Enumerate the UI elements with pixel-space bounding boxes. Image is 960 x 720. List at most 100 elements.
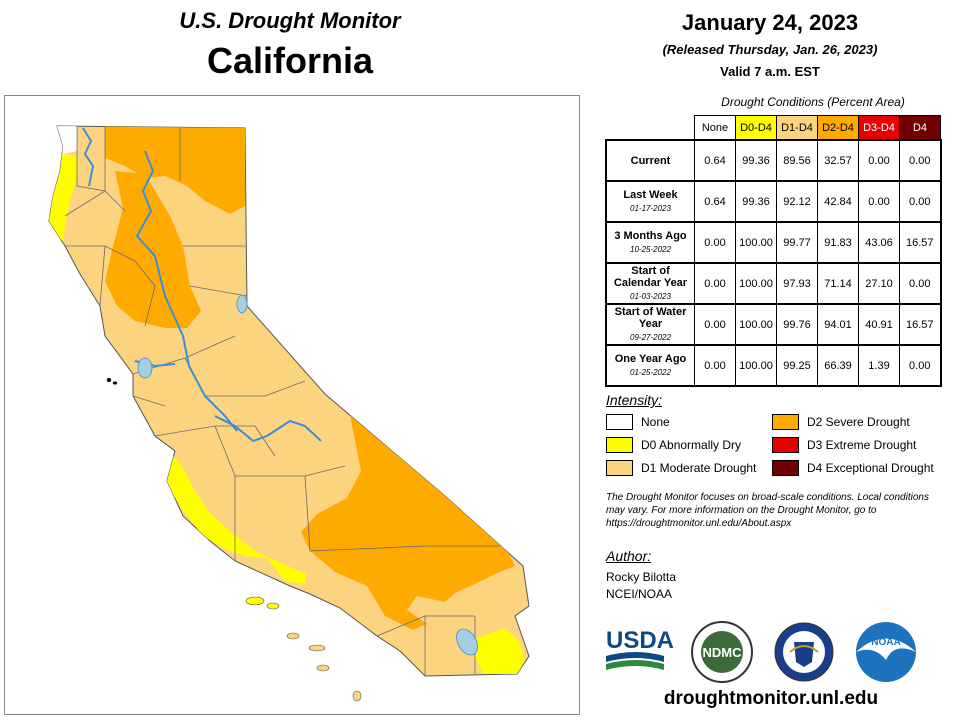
table-cell: 0.00 bbox=[694, 344, 736, 387]
drought-map bbox=[4, 95, 580, 715]
row-label: Current bbox=[630, 154, 671, 167]
table-cell: 100.00 bbox=[735, 221, 777, 264]
state-outline bbox=[48, 125, 530, 677]
row-label-cell: One Year Ago 01-25-2022 bbox=[605, 344, 695, 387]
table-cell: 0.64 bbox=[694, 139, 736, 182]
legend-label: None bbox=[641, 415, 670, 429]
commerce-seal bbox=[774, 622, 834, 682]
author-org: NCEI/NOAA bbox=[606, 587, 673, 601]
website-url[interactable]: droughtmonitor.unl.edu bbox=[663, 688, 879, 709]
table-caption: Drought Conditions (Percent Area) bbox=[721, 95, 905, 109]
d0-area-south-coast bbox=[161, 448, 307, 584]
legend-item-d3: D3 Extreme Drought bbox=[772, 437, 916, 453]
row-label: Start of Calendar Year bbox=[613, 264, 688, 289]
legend-item-none: None bbox=[606, 414, 670, 430]
row-label-cell: Start of Calendar Year 01-03-2023 bbox=[605, 262, 695, 305]
d0-area-imperial bbox=[475, 628, 525, 674]
row-label: Start of Water Year bbox=[614, 305, 687, 330]
table-cell: 43.06 bbox=[858, 221, 900, 264]
table-cell: 99.76 bbox=[776, 303, 818, 346]
table-cell: 16.57 bbox=[899, 221, 941, 264]
table-cell: 0.00 bbox=[694, 262, 736, 305]
table-cell: 0.00 bbox=[694, 221, 736, 264]
partner-logos-svg: USDA NDMC NOAA bbox=[606, 621, 916, 683]
table-cell: 99.77 bbox=[776, 221, 818, 264]
legend-label: D1 Moderate Drought bbox=[641, 461, 757, 475]
rivers bbox=[82, 127, 322, 443]
col-header-d0-d4: D0-D4 bbox=[735, 115, 777, 141]
legend-item-d4: D4 Exceptional Drought bbox=[772, 460, 934, 476]
table-cell: 27.10 bbox=[858, 262, 900, 305]
row-label-cell: 3 Months Ago 10-25-2022 bbox=[605, 221, 695, 264]
table-cell: 99.36 bbox=[735, 139, 777, 182]
usda-logo-text: USDA bbox=[606, 627, 674, 654]
row-label: One Year Ago bbox=[614, 352, 687, 365]
col-header-none: None bbox=[694, 115, 736, 141]
row-date: 01-03-2023 bbox=[630, 291, 671, 301]
row-label-cell: Last Week 01-17-2023 bbox=[605, 180, 695, 223]
channel-islands bbox=[106, 377, 362, 702]
map-date: January 24, 2023 bbox=[681, 10, 859, 35]
table-cell: 16.57 bbox=[899, 303, 941, 346]
disclaimer-note: The Drought Monitor focuses on broad-sca… bbox=[606, 492, 929, 529]
legend-label: D2 Severe Drought bbox=[807, 415, 910, 429]
table-cell: 42.84 bbox=[817, 180, 859, 223]
row-label: 3 Months Ago bbox=[614, 229, 687, 242]
table-cell: 100.00 bbox=[735, 262, 777, 305]
legend-label: D3 Extreme Drought bbox=[807, 438, 917, 452]
table-row: One Year Ago 01-25-2022 0.00 100.00 99.25 66.… bbox=[605, 344, 941, 387]
legend-item-d0: D0 Abnormally Dry bbox=[606, 437, 741, 453]
table-cell: 89.56 bbox=[776, 139, 818, 182]
table-cell: 0.00 bbox=[899, 180, 941, 223]
table-cell: 0.00 bbox=[899, 139, 941, 182]
author-title: Author: bbox=[606, 548, 652, 564]
program-title: U.S. Drought Monitor bbox=[179, 8, 401, 33]
col-header-d2-d4: D2-D4 bbox=[817, 115, 859, 141]
none-area-del-norte bbox=[57, 126, 77, 154]
ndmc-logo-text: NDMC bbox=[703, 645, 743, 660]
table-cell: 0.00 bbox=[899, 344, 941, 387]
noaa-logo-text: NOAA bbox=[871, 637, 900, 648]
table-cell: 66.39 bbox=[817, 344, 859, 387]
legend-swatch-none bbox=[606, 414, 633, 430]
legend-item-d1: D1 Moderate Drought bbox=[606, 460, 756, 476]
table-cell: 71.14 bbox=[817, 262, 859, 305]
table-cell: 0.00 bbox=[899, 262, 941, 305]
ndmc-logo: NDMC bbox=[691, 621, 753, 683]
d2-area-southeast bbox=[301, 414, 515, 630]
table-cell: 0.00 bbox=[858, 180, 900, 223]
lake-tahoe bbox=[236, 294, 248, 314]
state-title: California bbox=[206, 40, 374, 81]
table-row: Start of Calendar Year 01-03-2023 0.00 100.… bbox=[605, 262, 941, 305]
legend-item-d2: D2 Severe Drought bbox=[772, 414, 910, 430]
table-cell: 0.00 bbox=[694, 303, 736, 346]
table-cell: 40.91 bbox=[858, 303, 900, 346]
row-label-cell: Start of Water Year 09-27-2022 bbox=[605, 303, 695, 346]
table-cell: 100.00 bbox=[735, 303, 777, 346]
valid-time: Valid 7 a.m. EST bbox=[720, 64, 820, 79]
header-blank-cell bbox=[606, 116, 695, 141]
intensity-title: Intensity: bbox=[606, 392, 663, 408]
col-header-d1-d4: D1-D4 bbox=[776, 115, 818, 141]
row-label: Last Week bbox=[623, 188, 678, 201]
row-date: 10-25-2022 bbox=[630, 244, 671, 254]
drought-stats-table: None D0-D4 D1-D4 D2-D4 D3-D4 D4 Current 0… bbox=[605, 115, 942, 387]
usda-logo: USDA bbox=[606, 627, 674, 670]
table-cell: 92.12 bbox=[776, 180, 818, 223]
noaa-logo: NOAA bbox=[856, 622, 916, 682]
county-boundaries bbox=[64, 126, 505, 676]
table-cell: 100.00 bbox=[735, 344, 777, 387]
table-row: Current 0.64 99.36 89.56 32.57 0.00 0.00 bbox=[605, 139, 941, 182]
legend-swatch-d0 bbox=[606, 437, 633, 453]
california-map bbox=[48, 125, 530, 702]
d2-area-sacramento bbox=[105, 171, 201, 328]
table-row: Last Week 01-17-2023 0.64 99.36 92.12 42.84 0.… bbox=[605, 180, 941, 223]
legend-swatch-d1 bbox=[606, 460, 633, 476]
legend-swatch-d4 bbox=[772, 460, 799, 476]
table-cell: 99.36 bbox=[735, 180, 777, 223]
col-header-d4: D4 bbox=[899, 115, 941, 141]
row-date: 01-17-2023 bbox=[630, 203, 671, 213]
table-cell: 94.01 bbox=[817, 303, 859, 346]
row-date: 01-25-2022 bbox=[630, 367, 671, 377]
table-cell: 99.25 bbox=[776, 344, 818, 387]
